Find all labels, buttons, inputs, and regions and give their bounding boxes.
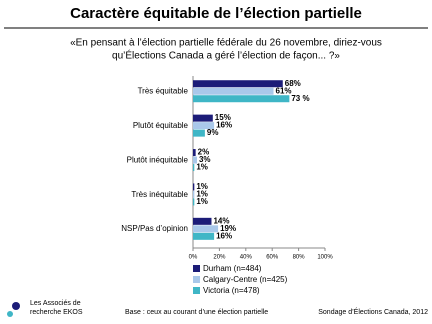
value-label: 61% — [276, 86, 292, 95]
value-label: 68% — [285, 79, 301, 88]
x-tick-label: 0% — [189, 255, 198, 261]
value-label: 19% — [220, 224, 236, 233]
value-label: 1% — [196, 163, 208, 172]
value-label: 16% — [216, 231, 232, 240]
bar — [193, 87, 274, 95]
y-tick-label: Très inéquitable — [131, 190, 188, 199]
legend-swatch — [193, 287, 200, 294]
y-tick-label: Très équitable — [138, 87, 189, 96]
subtitle: «En pensant à l’élection partielle fédér… — [70, 38, 382, 49]
bar — [193, 122, 215, 130]
legend-label: Victoria (n=478) — [203, 286, 260, 295]
x-tick-label: 20% — [213, 255, 226, 261]
subtitle: qu’Élections Canada a géré l’élection de… — [112, 49, 340, 62]
value-label: 16% — [216, 121, 232, 130]
legend-label: Durham (n=484) — [203, 264, 262, 273]
logo-icon — [7, 311, 13, 317]
x-tick-label: 100% — [317, 255, 333, 261]
value-label: 1% — [196, 182, 208, 191]
y-tick-label: NSP/Pas d’opinion — [121, 224, 188, 233]
value-label: 1% — [196, 190, 208, 199]
value-label: 2% — [198, 148, 210, 157]
bar — [193, 129, 205, 137]
bar — [193, 217, 212, 225]
value-label: 73 % — [291, 94, 309, 103]
bar — [193, 114, 213, 122]
bar — [193, 95, 290, 103]
logo-icon — [12, 302, 20, 310]
chart-title: Caractère équitable de l’élection partie… — [70, 5, 362, 22]
logo-text: Les Associés de — [30, 300, 81, 307]
x-tick-label: 60% — [266, 255, 279, 261]
value-label: 9% — [207, 128, 219, 137]
bar — [193, 190, 195, 198]
bar — [193, 149, 196, 157]
y-tick-label: Plutôt inéquitable — [127, 155, 189, 164]
bar — [193, 198, 195, 206]
bar — [193, 183, 195, 191]
value-label: 14% — [213, 216, 229, 225]
bar — [193, 225, 219, 233]
bar — [193, 156, 197, 164]
base-note: Base : ceux au courant d’une élection pa… — [125, 309, 268, 316]
y-tick-label: Plutôt équitable — [133, 121, 189, 130]
x-tick-label: 80% — [293, 255, 306, 261]
legend-swatch — [193, 265, 200, 272]
value-label: 1% — [196, 197, 208, 206]
legend-label: Calgary-Centre (n=425) — [203, 275, 288, 284]
bar — [193, 164, 195, 172]
bar — [193, 232, 215, 240]
value-label: 15% — [215, 113, 231, 122]
source-note: Sondage d’Élections Canada, 2012 — [318, 307, 428, 316]
legend-swatch — [193, 276, 200, 283]
x-tick-label: 40% — [240, 255, 253, 261]
value-label: 3% — [199, 155, 211, 164]
logo-text: recherche EKOS — [30, 309, 83, 316]
bar — [193, 80, 283, 88]
